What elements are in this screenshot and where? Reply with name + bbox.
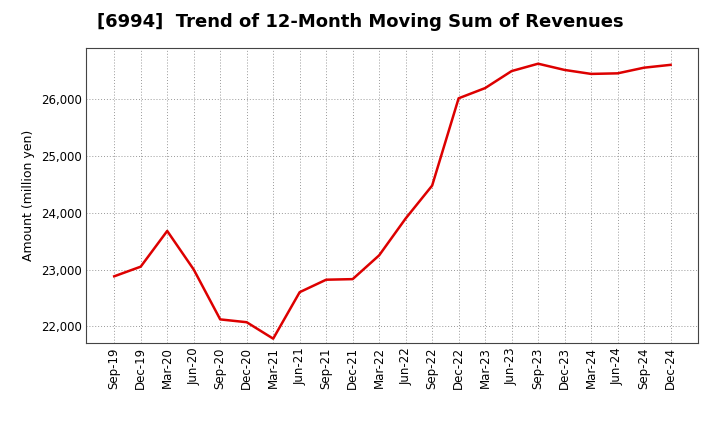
Text: [6994]  Trend of 12-Month Moving Sum of Revenues: [6994] Trend of 12-Month Moving Sum of R…	[96, 13, 624, 31]
Y-axis label: Amount (million yen): Amount (million yen)	[22, 130, 35, 261]
